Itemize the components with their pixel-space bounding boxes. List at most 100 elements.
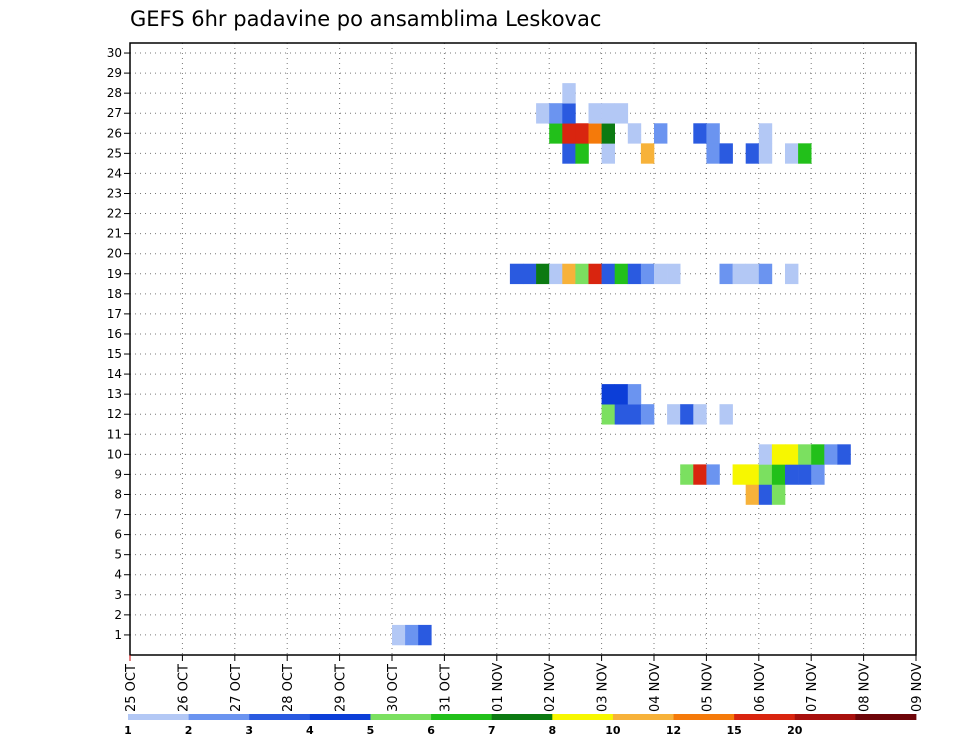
data-cell	[549, 103, 563, 124]
data-cell	[732, 464, 746, 485]
legend-label: 7	[488, 724, 496, 737]
data-cell	[601, 384, 615, 405]
data-cell	[575, 263, 589, 285]
x-tick-label: 02 NOV	[543, 663, 558, 712]
legend-swatch	[188, 714, 250, 720]
data-cell	[654, 263, 668, 285]
x-tick-label: 26 OCT	[176, 664, 191, 712]
y-tick-label: 21	[107, 227, 122, 241]
data-cell	[680, 464, 694, 485]
data-cell	[523, 263, 537, 285]
data-cell	[562, 83, 576, 104]
data-cell	[785, 464, 799, 485]
y-tick-label: 2	[114, 608, 122, 622]
y-tick-label: 20	[107, 247, 122, 261]
legend-swatch	[431, 714, 493, 720]
data-cell	[601, 103, 615, 124]
legend-swatch	[734, 714, 796, 720]
data-cell	[562, 263, 576, 285]
data-cell	[536, 103, 550, 124]
y-tick-label: 10	[107, 447, 122, 461]
data-cell	[693, 464, 707, 485]
data-cells	[392, 83, 851, 646]
data-cell	[392, 624, 406, 646]
legend-swatch	[309, 714, 371, 720]
data-cell	[575, 143, 589, 164]
data-cell	[798, 143, 812, 164]
data-cell	[601, 143, 615, 164]
legend-label: 6	[427, 724, 435, 737]
data-cell	[706, 143, 720, 164]
plot-frame	[129, 42, 917, 656]
legend-swatch	[552, 714, 614, 720]
data-cell	[771, 464, 786, 485]
data-cell	[758, 263, 773, 285]
y-tick-label: 4	[114, 568, 122, 582]
data-cell	[758, 444, 773, 465]
grid-lines	[130, 43, 916, 655]
x-tick-label: 06 NOV	[753, 663, 768, 712]
legend-label: 3	[245, 724, 253, 737]
y-tick-label: 9	[114, 467, 122, 481]
data-cell	[640, 404, 655, 425]
data-cell	[588, 103, 602, 124]
x-tick-label: 04 NOV	[648, 663, 663, 712]
axes: 1234567891011121314151617181920212223242…	[107, 42, 925, 712]
data-cell	[405, 624, 419, 646]
data-cell	[640, 263, 655, 285]
data-cell	[601, 123, 615, 144]
legend-label: 15	[726, 724, 741, 737]
legend-swatch	[855, 714, 917, 720]
legend-label: 5	[367, 724, 375, 737]
legend-label: 1	[124, 724, 132, 737]
data-cell	[549, 263, 563, 285]
data-cell	[680, 404, 694, 425]
y-tick-label: 5	[114, 548, 122, 562]
data-cell	[627, 123, 642, 144]
data-cell	[693, 123, 707, 144]
data-cell	[509, 263, 524, 285]
y-tick-label: 12	[107, 407, 122, 421]
data-cell	[627, 384, 642, 405]
y-tick-label: 22	[107, 207, 122, 221]
y-tick-label: 28	[107, 86, 122, 100]
data-cell	[706, 464, 720, 485]
legend-label: 4	[306, 724, 314, 737]
data-cell	[771, 484, 786, 505]
x-tick-label: 27 OCT	[229, 664, 244, 712]
y-tick-label: 3	[114, 588, 122, 602]
color-legend: 1 2 3 4 5 6 7 8 10 12 15 20	[124, 714, 917, 737]
y-tick-label: 13	[107, 387, 122, 401]
data-cell	[798, 464, 812, 485]
y-tick-label: 6	[114, 528, 122, 542]
data-cell	[575, 123, 589, 144]
x-tick-label: 30 OCT	[386, 664, 401, 712]
x-tick-label: 25 OCT	[124, 664, 139, 712]
data-cell	[719, 404, 733, 425]
y-tick-label: 30	[107, 46, 122, 60]
x-tick-label: 29 OCT	[334, 664, 349, 712]
legend-swatch	[612, 714, 674, 720]
data-cell	[562, 103, 576, 124]
y-tick-label: 24	[107, 166, 122, 180]
x-tick-label: 09 NOV	[910, 663, 925, 712]
legend-swatch	[794, 714, 856, 720]
y-tick-label: 23	[107, 186, 122, 200]
data-cell	[654, 123, 668, 144]
y-tick-label: 19	[107, 267, 122, 281]
data-cell	[588, 263, 602, 285]
data-cell	[798, 444, 812, 465]
x-tick-label: 08 NOV	[858, 663, 873, 712]
data-cell	[785, 263, 799, 285]
data-cell	[758, 123, 773, 144]
data-cell	[811, 464, 825, 485]
legend-swatch	[249, 714, 311, 720]
data-cell	[758, 464, 773, 485]
data-cell	[719, 143, 733, 164]
data-cell	[785, 444, 799, 465]
x-tick-label: 28 OCT	[281, 664, 296, 712]
data-cell	[824, 444, 838, 465]
x-tick-label: 01 NOV	[491, 663, 506, 712]
y-tick-label: 26	[107, 126, 122, 140]
